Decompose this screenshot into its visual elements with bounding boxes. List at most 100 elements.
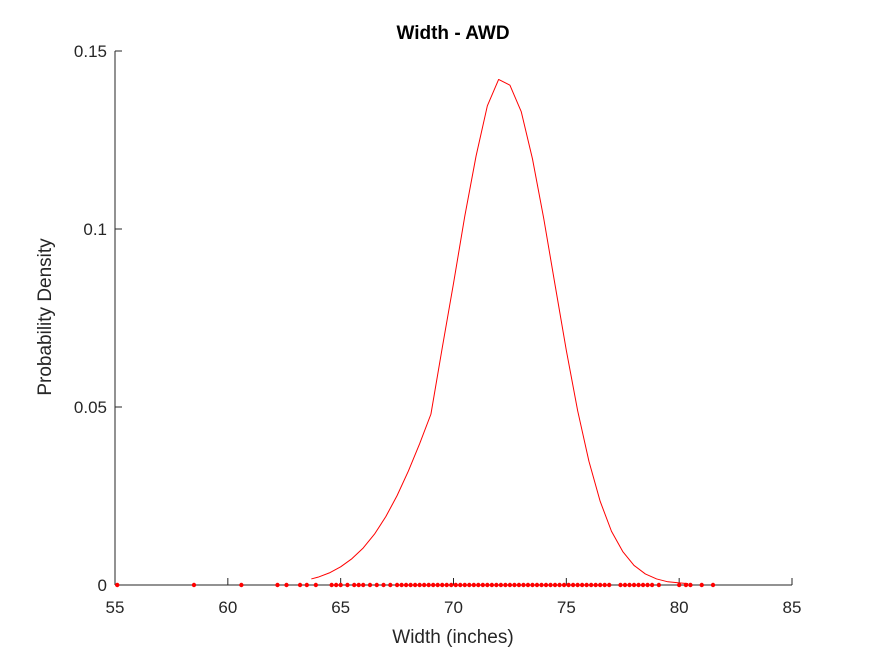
data-point	[512, 582, 517, 588]
data-point	[485, 582, 490, 588]
data-point	[521, 582, 526, 588]
data-point	[503, 582, 508, 588]
x-tick-label: 65	[331, 598, 350, 617]
data-point	[579, 582, 585, 588]
data-point	[570, 582, 576, 588]
data-point	[275, 582, 280, 588]
data-point	[191, 582, 197, 588]
data-point	[421, 582, 427, 588]
data-point	[516, 582, 522, 588]
data-point	[548, 582, 553, 588]
data-point	[539, 582, 544, 588]
data-point	[453, 582, 458, 588]
data-point	[430, 582, 436, 588]
data-point	[557, 582, 562, 588]
data-point	[399, 582, 404, 588]
data-point	[329, 582, 334, 588]
data-point	[597, 582, 603, 588]
x-tick-label: 75	[557, 598, 576, 617]
data-point	[498, 582, 504, 588]
data-point	[426, 582, 431, 588]
data-point	[649, 582, 655, 588]
data-point	[388, 582, 393, 588]
data-point	[361, 582, 366, 588]
data-point	[507, 582, 513, 588]
data-point	[588, 582, 594, 588]
data-point	[566, 582, 571, 588]
y-tick-label: 0.15	[74, 42, 107, 61]
data-point	[476, 582, 481, 588]
chart-title: Width - AWD	[396, 23, 509, 44]
data-point	[602, 582, 607, 588]
data-point	[636, 582, 641, 588]
data-point	[297, 582, 303, 588]
data-point	[525, 582, 531, 588]
data-point	[593, 582, 598, 588]
data-point	[352, 582, 357, 588]
data-point	[543, 582, 549, 588]
data-point	[561, 582, 567, 588]
data-point	[313, 582, 319, 588]
data-point	[403, 582, 409, 588]
x-tick-label: 85	[783, 598, 802, 617]
y-tick-label: 0.05	[74, 398, 107, 417]
data-point	[480, 582, 486, 588]
data-point	[494, 582, 499, 588]
data-point	[435, 582, 440, 588]
data-point	[374, 582, 379, 588]
y-axis-label: Probability Density	[35, 238, 56, 396]
x-tick-label: 60	[218, 598, 237, 617]
data-point	[412, 582, 418, 588]
data-point	[489, 582, 495, 588]
data-point	[622, 582, 628, 588]
data-point	[462, 582, 467, 588]
data-point	[449, 582, 454, 588]
data-point	[683, 582, 689, 588]
data-point	[356, 582, 361, 588]
y-tick-label: 0.1	[83, 220, 107, 239]
data-point	[575, 582, 580, 588]
density-curve	[311, 78, 689, 585]
data-point	[408, 582, 413, 588]
data-point	[618, 582, 623, 588]
data-point	[656, 582, 662, 588]
x-tick-label: 55	[106, 598, 125, 617]
data-point	[444, 582, 449, 588]
axes: 55 60 65 70 75 80 85 0 0.05 0.1 0.15	[74, 42, 802, 617]
data-point	[284, 582, 289, 588]
data-point	[440, 582, 445, 588]
data-point	[471, 582, 477, 588]
density-curve-group	[311, 78, 689, 585]
data-point	[381, 582, 386, 588]
data-point	[333, 582, 339, 588]
data-point	[640, 582, 646, 588]
data-point	[115, 582, 120, 588]
y-tick-label: 0	[98, 576, 107, 595]
data-point	[394, 582, 400, 588]
data-point	[699, 582, 704, 588]
data-point	[645, 582, 650, 588]
data-point	[631, 582, 637, 588]
x-axis-label: Width (inches)	[392, 627, 513, 648]
data-point	[467, 582, 472, 588]
x-tick-label: 80	[670, 598, 689, 617]
data-point	[607, 582, 612, 588]
data-point	[304, 582, 310, 588]
data-point	[417, 582, 422, 588]
data-point	[534, 582, 540, 588]
data-point	[338, 582, 343, 588]
data-point	[688, 582, 693, 588]
plot-area: 55 60 65 70 75 80 85 0 0.05 0.1 0.15	[74, 42, 802, 617]
x-tick-label: 70	[444, 598, 463, 617]
data-point	[239, 582, 244, 588]
data-point	[584, 582, 589, 588]
data-point	[710, 582, 716, 588]
data-point	[627, 582, 632, 588]
data-point	[676, 582, 682, 588]
data-point	[367, 582, 373, 588]
data-point	[552, 582, 558, 588]
data-point	[530, 582, 535, 588]
data-points-group	[115, 582, 716, 588]
data-point	[345, 582, 350, 588]
